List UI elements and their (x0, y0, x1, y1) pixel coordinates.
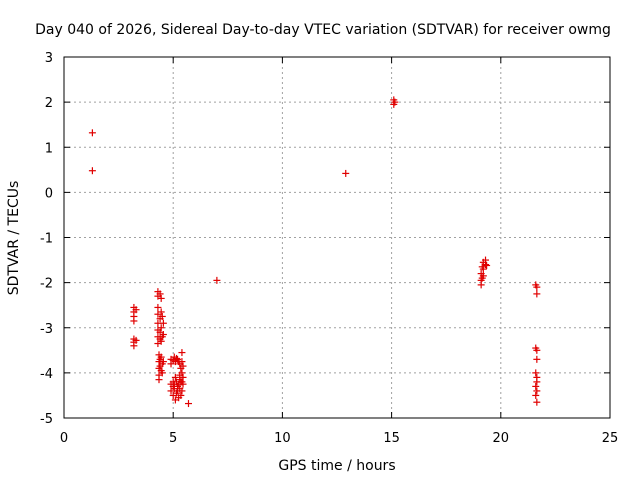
y-tick-label: 2 (45, 96, 53, 111)
data-point (157, 308, 165, 316)
data-point (157, 294, 165, 302)
data-point (479, 265, 487, 273)
x-tick-label: 15 (383, 431, 400, 446)
data-point (132, 306, 140, 314)
data-point (156, 290, 164, 298)
data-point (171, 373, 179, 381)
y-tick-label: 3 (45, 51, 53, 66)
data-point (178, 358, 186, 366)
data-point (88, 167, 96, 175)
y-tick-label: 1 (45, 141, 53, 156)
data-point (479, 272, 487, 280)
axis-ticks: 0 5 10 15 20 25 -5 -4 -3 -2 -1 0 1 2 3 (40, 51, 618, 446)
data-point (533, 346, 541, 354)
data-point (157, 353, 165, 361)
data-series (88, 96, 541, 408)
y-tick-label: -3 (40, 322, 53, 337)
data-point (177, 391, 185, 399)
x-tick-label: 25 (602, 431, 619, 446)
data-point (477, 281, 485, 289)
data-point (178, 349, 186, 357)
data-point (154, 303, 162, 311)
data-point (130, 342, 138, 350)
data-point (342, 169, 350, 177)
data-point (157, 324, 165, 332)
data-point (179, 362, 187, 370)
data-point (159, 358, 167, 366)
data-point (167, 360, 175, 368)
y-tick-label: -2 (40, 277, 53, 292)
data-point (158, 369, 166, 377)
y-tick-label: -4 (40, 367, 53, 382)
data-point (130, 317, 138, 325)
chart-title: Day 040 of 2026, Sidereal Day-to-day VTE… (35, 22, 611, 38)
data-point (158, 312, 166, 320)
data-point (159, 319, 167, 327)
data-point (533, 398, 541, 406)
data-point (213, 276, 221, 284)
grid (64, 57, 610, 418)
data-point (532, 391, 540, 399)
data-point (532, 369, 540, 377)
x-tick-label: 0 (60, 431, 68, 446)
data-point (88, 129, 96, 137)
data-point (155, 376, 163, 384)
data-point (178, 369, 186, 377)
data-point (483, 261, 491, 269)
y-tick-label: -1 (40, 232, 53, 247)
data-point (533, 378, 541, 386)
x-tick-label: 10 (274, 431, 291, 446)
data-point (391, 98, 399, 106)
data-point (482, 261, 490, 269)
data-point (184, 400, 192, 408)
data-point (533, 283, 541, 291)
data-point (159, 331, 167, 339)
data-point (533, 355, 541, 363)
x-axis-title: GPS time / hours (278, 458, 395, 474)
data-point (157, 337, 165, 345)
y-tick-label: -5 (40, 412, 53, 427)
y-axis-title: SDTVAR / TECUs (6, 181, 22, 296)
data-point (533, 290, 541, 298)
data-point (179, 373, 187, 381)
y-tick-label: 0 (45, 186, 53, 201)
data-point (132, 336, 140, 344)
data-point (179, 380, 187, 388)
x-tick-label: 20 (493, 431, 510, 446)
data-point (178, 387, 186, 395)
data-point (532, 382, 540, 390)
data-point (533, 387, 541, 395)
x-tick-label: 5 (169, 431, 177, 446)
